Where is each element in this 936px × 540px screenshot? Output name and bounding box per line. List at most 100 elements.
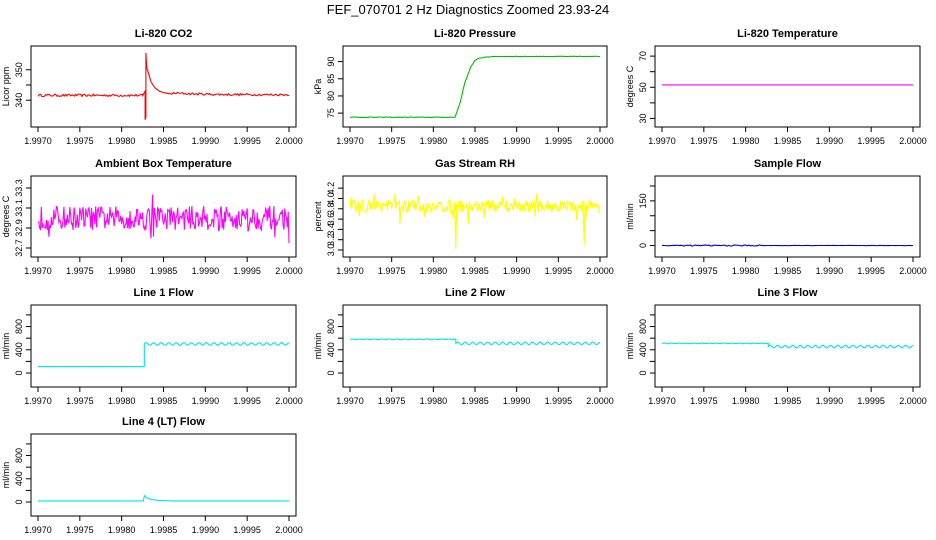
x-tick-label: 1.9990 <box>816 266 844 276</box>
y-tick-label: 800 <box>638 319 648 334</box>
panel-title: Sample Flow <box>754 158 822 170</box>
x-tick-label: 1.9990 <box>816 136 844 146</box>
x-tick-label: 1.9995 <box>233 136 261 146</box>
x-tick-label: 1.9980 <box>420 396 448 406</box>
y-axis-label: kPa <box>313 79 323 95</box>
x-tick-label: 1.9975 <box>378 136 406 146</box>
x-tick-label: 2.0000 <box>275 266 303 276</box>
x-tick-label: 1.9980 <box>420 266 448 276</box>
x-tick-label: 1.9975 <box>66 396 94 406</box>
y-tick-label: 3.2 <box>326 233 336 246</box>
x-tick-label: 1.9990 <box>503 396 531 406</box>
x-tick-label: 1.9995 <box>545 396 573 406</box>
y-tick-label: 800 <box>326 319 336 334</box>
x-tick-label: 1.9990 <box>503 136 531 146</box>
y-axis-label: ml/min <box>625 203 635 230</box>
y-tick-label: 32.7 <box>14 239 24 257</box>
y-tick-label: 340 <box>14 93 24 108</box>
x-tick-label: 1.9990 <box>816 396 844 406</box>
y-tick-label: 3.8 <box>326 203 336 216</box>
x-tick-label: 1.9970 <box>336 396 364 406</box>
panel-title: Line 2 Flow <box>445 287 505 299</box>
x-tick-label: 1.9985 <box>150 525 178 535</box>
x-tick-label: 1.9980 <box>732 136 760 146</box>
x-tick-label: 1.9985 <box>774 266 802 276</box>
page-title: FEF_070701 2 Hz Diagnostics Zoomed 23.93… <box>326 2 610 17</box>
y-tick-label: 0 <box>14 371 24 376</box>
x-tick-label: 2.0000 <box>275 136 303 146</box>
x-tick-label: 1.9995 <box>233 266 261 276</box>
x-tick-label: 1.9995 <box>545 136 573 146</box>
y-tick-label: 350 <box>14 62 24 77</box>
x-tick-label: 1.9970 <box>648 396 676 406</box>
x-tick-label: 1.9995 <box>545 266 573 276</box>
series-line <box>661 342 914 349</box>
panel-pressure: Li-820 Pressure 1.9970 1.9975 1.9980 1.9985 1… <box>313 28 614 146</box>
plot-frame <box>654 45 921 128</box>
y-axis-label: ml/min <box>313 333 323 360</box>
x-tick-label: 1.9975 <box>690 396 718 406</box>
y-tick-label: 400 <box>14 471 24 486</box>
panel-title: Line 3 Flow <box>758 287 818 299</box>
x-tick-label: 1.9980 <box>732 266 760 276</box>
x-tick-label: 2.0000 <box>275 396 303 406</box>
y-axis-label: ml/min <box>1 462 11 489</box>
y-tick-label: 4.0 <box>326 192 336 205</box>
series-line <box>38 494 289 502</box>
y-tick-label: 800 <box>14 448 24 463</box>
x-tick-label: 1.9985 <box>150 396 178 406</box>
y-tick-label: 150 <box>638 193 648 208</box>
x-tick-label: 2.0000 <box>899 136 927 146</box>
plot-frame <box>654 304 921 388</box>
y-tick-label: 33.1 <box>14 199 24 217</box>
x-tick-label: 1.9990 <box>192 525 220 535</box>
y-tick-label: 32.9 <box>14 219 24 237</box>
x-tick-label: 1.9990 <box>192 396 220 406</box>
x-tick-label: 1.9975 <box>66 266 94 276</box>
x-tick-label: 1.9975 <box>690 266 718 276</box>
x-tick-label: 2.0000 <box>586 266 614 276</box>
x-tick-label: 1.9970 <box>336 266 364 276</box>
panel-title: Gas Stream RH <box>435 158 515 170</box>
y-tick-label: 3.4 <box>326 223 336 236</box>
panel-title: Li-820 Pressure <box>434 28 516 40</box>
panel-line4: Line 4 (LT) Flow 1.9970 1.9975 1.9980 1.9985… <box>1 416 303 535</box>
y-axis-label: Licor ppm <box>1 67 11 107</box>
panel-title: Line 1 Flow <box>134 287 194 299</box>
x-tick-label: 1.9980 <box>108 136 136 146</box>
x-tick-label: 1.9995 <box>857 396 885 406</box>
panel-rh: Gas Stream RH 1.9970 1.9975 1.9980 1.9985 1.9… <box>313 158 614 276</box>
x-tick-label: 1.9985 <box>150 266 178 276</box>
y-axis-label: degrees C <box>1 195 11 237</box>
y-tick-label: 3.6 <box>326 213 336 226</box>
y-tick-label: 85 <box>326 74 336 84</box>
panel-title: Li-820 Temperature <box>737 28 838 40</box>
x-tick-label: 1.9995 <box>233 396 261 406</box>
x-tick-label: 1.9970 <box>24 396 52 406</box>
plot-frame <box>30 433 297 517</box>
y-tick-label: 400 <box>326 342 336 357</box>
series-line <box>661 244 914 247</box>
x-tick-label: 1.9975 <box>378 266 406 276</box>
x-tick-label: 1.9975 <box>66 525 94 535</box>
y-tick-label: 80 <box>326 91 336 101</box>
x-tick-label: 1.9970 <box>336 136 364 146</box>
series-line <box>349 193 601 250</box>
panel-boxtemp: Ambient Box Temperature 1.9970 1.9975 1.998… <box>1 158 303 276</box>
y-tick-label: 0 <box>638 371 648 376</box>
x-tick-label: 1.9990 <box>192 266 220 276</box>
y-tick-label: 400 <box>638 342 648 357</box>
x-tick-label: 1.9985 <box>461 266 489 276</box>
plot-frame <box>30 45 297 128</box>
y-axis-label: ml/min <box>625 333 635 360</box>
x-tick-label: 2.0000 <box>586 136 614 146</box>
x-tick-label: 1.9975 <box>378 396 406 406</box>
panel-line3: Line 3 Flow 1.9970 1.9975 1.9980 1.9985 1.999… <box>625 287 927 406</box>
x-tick-label: 1.9970 <box>24 525 52 535</box>
y-tick-label: 90 <box>326 57 336 67</box>
x-tick-label: 1.9985 <box>461 136 489 146</box>
panel-title: Li-820 CO2 <box>135 28 192 40</box>
plot-frame <box>342 304 608 388</box>
x-tick-label: 1.9995 <box>233 525 261 535</box>
